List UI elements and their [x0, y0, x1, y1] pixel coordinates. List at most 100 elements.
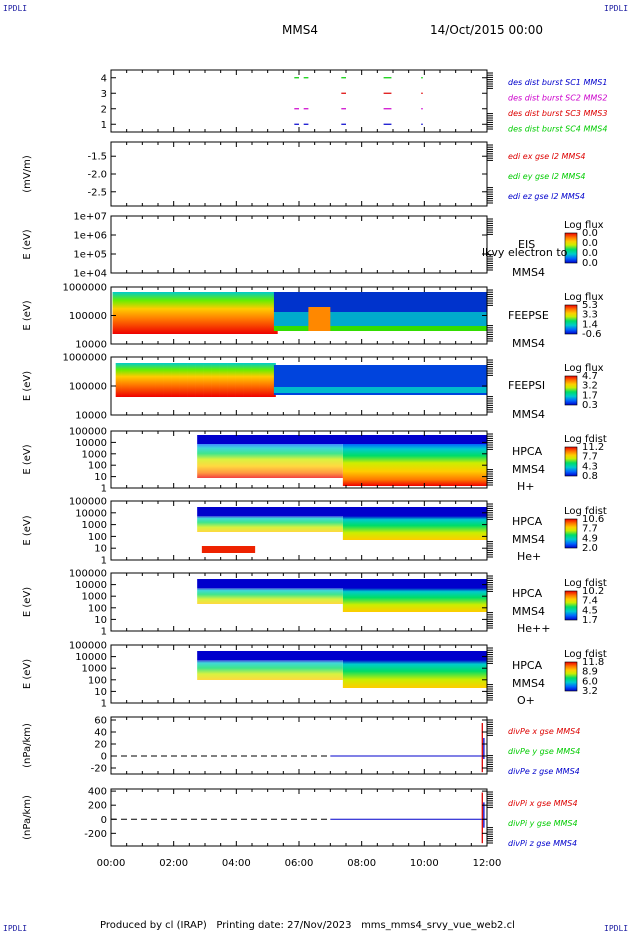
feepsi-stripe: [267, 363, 271, 397]
feepsi-stripe: [214, 363, 218, 397]
y-tick-label: 10000: [75, 652, 107, 663]
footer-printing-date: Printing date: 27/Nov/2023: [216, 920, 352, 931]
footer-produced-by: Produced by cl (IRAP): [100, 920, 207, 931]
colorbar-tick-label: 11.8: [582, 657, 604, 668]
feepse-stripe: [136, 292, 140, 334]
species-label: He+: [517, 550, 541, 563]
feepsi-stripe: [168, 363, 172, 397]
feepse-stripe: [206, 292, 210, 334]
hpca-dense-region: [342, 516, 487, 540]
feepsi-stripe: [195, 363, 199, 397]
y-tick-label: 40: [94, 728, 107, 739]
hpca_he-spectrogram: [197, 507, 487, 553]
spacecraft-label: MMS4: [512, 533, 545, 546]
colorbar-tick-label: 6.0: [582, 676, 598, 687]
feepse-stripe: [166, 292, 170, 334]
colorbar-title: Log fdist: [564, 649, 607, 660]
colorbar: [564, 590, 578, 621]
feepsi-stripe: [131, 363, 135, 397]
legend-entry: des dist burst SC4 MMS4: [508, 125, 607, 134]
legend-entry: divPi y gse MMS4: [508, 819, 578, 828]
colorbar: [564, 375, 578, 406]
y-axis-label: E (eV): [22, 515, 33, 545]
feepsi-stripe: [235, 363, 239, 397]
feepse-stripe: [119, 292, 123, 334]
feepse-stripe: [178, 292, 182, 334]
spacecraft-label: MMS4: [512, 605, 545, 618]
hpca-dense-region: [342, 588, 487, 612]
y-tick-label: 10000: [75, 411, 107, 422]
y-tick-label: 1: [101, 484, 107, 495]
feepse-stripe: [272, 292, 276, 334]
y-tick-label: 100000: [69, 641, 107, 652]
instrument-label: FEEPSI: [508, 379, 545, 392]
colorbar-title: Log flux: [564, 363, 604, 374]
feepse-stripe: [157, 292, 161, 334]
y-tick-label: 0: [101, 815, 107, 826]
colorbar-tick-label: 4.3: [582, 461, 598, 472]
colorbar-tick-label: 0.0: [582, 248, 598, 259]
feepsi-stripe: [155, 363, 159, 397]
feepsi-stripe: [182, 363, 186, 397]
feepse-stripe: [213, 292, 217, 334]
feepsi-stripe: [254, 363, 258, 397]
feepse-stripe: [176, 292, 180, 334]
legend-entry: divPe z gse MMS4: [508, 767, 580, 776]
feepse-stripe: [265, 292, 269, 334]
species-label: He++: [517, 622, 550, 635]
feepsi-stripe: [262, 363, 266, 397]
feepsi-stripe: [134, 363, 138, 397]
feepse-stripe: [161, 292, 165, 334]
colorbar-tick-label: 0.0: [582, 258, 598, 269]
legend-entry: edi ez gse l2 MMS4: [508, 192, 585, 201]
spacecraft-title: MMS4: [282, 23, 318, 37]
panel-hpca_h: E (eV): [22, 430, 578, 489]
y-axis-label: (nPa/km): [22, 795, 33, 840]
feepse-stripe: [140, 292, 144, 334]
feepse-stripe: [173, 292, 177, 334]
hpca-early-region: [197, 516, 343, 532]
feepse-stripe: [138, 292, 142, 334]
feepse-stripe: [246, 292, 250, 334]
colorbar-title: Log flux: [564, 220, 604, 231]
y-tick-label: 100: [88, 603, 107, 614]
feepse-stripe: [117, 292, 121, 334]
colorbar: [564, 232, 578, 264]
y-axis-label: E (eV): [22, 444, 33, 474]
feepse-mid-band: [273, 312, 487, 326]
panel-eis: E (eV): [22, 215, 578, 274]
colorbar-tick-label: 10.2: [582, 586, 604, 597]
feepse-stripe: [204, 292, 208, 334]
hpca_o-spectrogram: [197, 651, 487, 688]
feepsi-stripe: [160, 363, 164, 397]
hpca-early-region: [197, 660, 343, 680]
feepsi-stripe: [179, 363, 183, 397]
y-tick-label: -200: [84, 829, 107, 840]
y-tick-label: 1000: [82, 449, 107, 460]
feepse-stripe: [124, 292, 128, 334]
legend-entry: divPi z gse MMS4: [508, 839, 577, 848]
colorbar-tick-label: 4.7: [582, 371, 598, 382]
feepsi-spectrogram: [115, 363, 487, 397]
hpca-he-low-burst: [201, 546, 256, 553]
y-tick-label: -2.0: [87, 170, 107, 181]
y-tick-label: 3: [101, 89, 107, 100]
feepse-stripe: [227, 292, 231, 334]
spacecraft-label: MMS4: [512, 266, 545, 279]
x-tick-label: 10:00: [410, 858, 439, 869]
feepsi-stripe: [150, 363, 154, 397]
feepsi-stripe: [219, 363, 223, 397]
colorbar: [564, 304, 578, 335]
colorbar-title: Log fdist: [564, 578, 607, 589]
spacecraft-label: MMS4: [512, 463, 545, 476]
hpca-top-band: [197, 651, 487, 660]
colorbar-tick-label: 0.0: [582, 228, 598, 239]
feepsi-stripe: [115, 363, 119, 397]
panel-frame: [110, 716, 488, 775]
x-tick-label: 02:00: [159, 858, 188, 869]
colorbar-tick-label: 0.0: [582, 238, 598, 249]
feepse-stripe: [237, 292, 241, 334]
y-tick-label: 100000: [69, 382, 107, 393]
hpca-top-band: [197, 579, 487, 588]
y-tick-label: 100: [88, 675, 107, 686]
